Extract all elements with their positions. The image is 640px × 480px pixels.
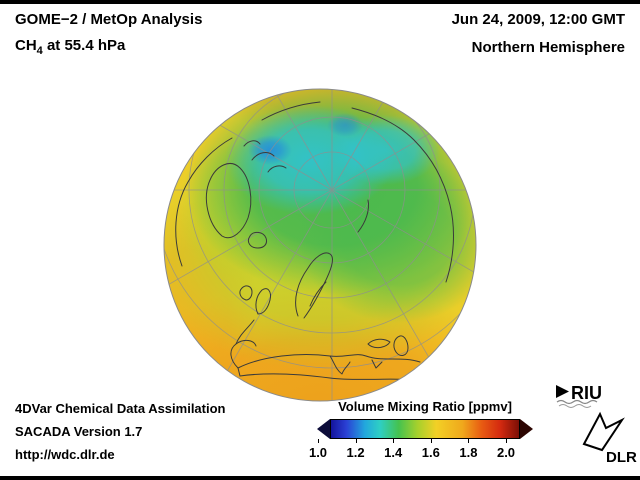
colorbar-overflow-arrow [520, 419, 533, 439]
colorbar-underflow-arrow [317, 419, 330, 439]
tick-label: 1.0 [308, 445, 328, 460]
coastlines [175, 101, 454, 401]
version-label: SACADA Version 1.7 [15, 424, 143, 439]
colorbar-tick-labels: 1.0 1.2 1.4 1.6 1.8 2.0 [309, 445, 515, 461]
species-subscript: 4 [36, 45, 43, 57]
tick-label: 1.6 [421, 445, 440, 460]
tick-label: 1.8 [459, 445, 478, 460]
species-prefix: CH [15, 37, 37, 54]
datetime-label: Jun 24, 2009, 12:00 GMT [451, 11, 625, 28]
tick-label: 1.4 [384, 445, 403, 460]
tick-label: 1.2 [346, 445, 365, 460]
species-level-label: CH4 at 55.4 hPa [15, 37, 125, 57]
color-field [164, 89, 476, 401]
riu-wave-icon [556, 399, 598, 405]
colorbar-gradient [330, 419, 520, 439]
dlr-logo: DLR [582, 411, 637, 466]
riu-triangle-icon [556, 385, 569, 398]
region-label: Northern Hemisphere [471, 39, 625, 56]
tick-mark [393, 439, 395, 443]
dlr-emblem-icon [582, 411, 625, 452]
tick-mark [430, 439, 432, 443]
globe-rim [163, 88, 477, 402]
riu-text: RIU [571, 383, 602, 403]
assimilation-label: 4DVar Chemical Data Assimilation [15, 401, 226, 416]
tick-label: 2.0 [496, 445, 516, 460]
tick-mark [506, 439, 507, 443]
colorbar [317, 419, 533, 439]
tick-mark [468, 439, 470, 443]
riu-wave-icon [558, 404, 592, 408]
website-url: http://wdc.dlr.de [15, 447, 115, 462]
tick-mark [355, 439, 357, 443]
dlr-text: DLR [606, 449, 637, 466]
top-border [0, 0, 640, 4]
riu-logo: RIU [556, 383, 602, 408]
analysis-title: GOME−2 / MetOp Analysis [15, 11, 203, 28]
tick-mark [318, 439, 319, 443]
bottom-border [0, 476, 640, 480]
species-suffix: at 55.4 hPa [42, 37, 126, 54]
colorbar-tickmarks [318, 439, 507, 443]
colorbar-title: Volume Mixing Ratio [ppmv] [338, 399, 512, 414]
